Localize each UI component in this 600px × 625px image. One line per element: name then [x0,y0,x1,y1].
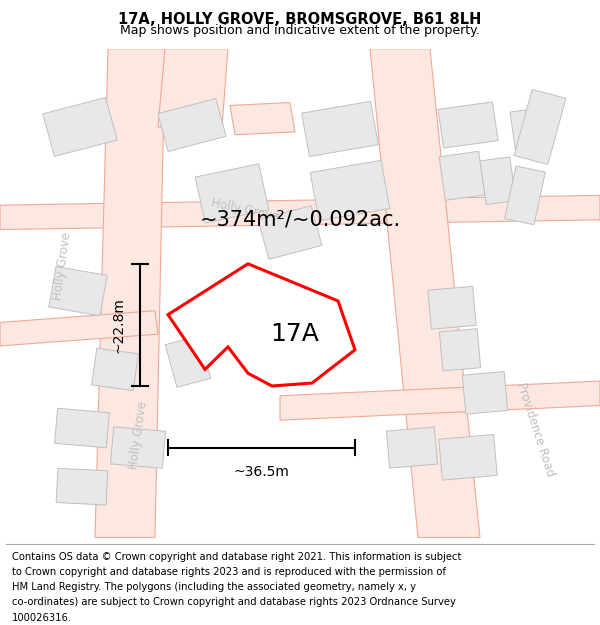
Text: co-ordinates) are subject to Crown copyright and database rights 2023 Ordnance S: co-ordinates) are subject to Crown copyr… [12,598,456,608]
Polygon shape [49,266,107,316]
Polygon shape [310,160,390,221]
Text: Map shows position and indicative extent of the property.: Map shows position and indicative extent… [120,24,480,36]
Polygon shape [92,348,139,391]
Polygon shape [463,372,508,414]
Polygon shape [370,49,480,538]
Polygon shape [55,408,109,447]
Polygon shape [0,311,158,346]
Polygon shape [510,108,546,156]
Text: ~374m²/~0.092ac.: ~374m²/~0.092ac. [199,210,401,230]
Polygon shape [95,49,165,538]
Polygon shape [195,164,269,223]
Polygon shape [439,434,497,480]
Polygon shape [302,101,379,156]
Polygon shape [165,336,211,388]
Polygon shape [386,427,437,468]
Polygon shape [438,102,498,148]
Polygon shape [439,151,485,201]
Text: 17A: 17A [271,322,319,346]
Polygon shape [480,157,516,204]
Text: ~22.8m: ~22.8m [112,297,126,353]
Text: Holly Grove: Holly Grove [210,196,280,224]
Text: Holly Grove: Holly Grove [51,231,73,301]
Polygon shape [505,166,545,225]
Polygon shape [514,89,566,164]
Polygon shape [428,286,476,329]
Polygon shape [43,98,117,156]
Polygon shape [258,206,322,259]
Polygon shape [168,264,355,386]
Polygon shape [230,102,295,135]
Text: ~36.5m: ~36.5m [233,465,289,479]
Polygon shape [280,381,600,420]
Polygon shape [158,49,228,127]
Text: Providence Road: Providence Road [514,381,556,479]
Text: to Crown copyright and database rights 2023 and is reproduced with the permissio: to Crown copyright and database rights 2… [12,567,446,577]
Polygon shape [56,468,108,505]
Text: Contains OS data © Crown copyright and database right 2021. This information is : Contains OS data © Crown copyright and d… [12,551,461,561]
Text: Holly Grove: Holly Grove [127,400,149,470]
Polygon shape [110,427,166,468]
Text: 17A, HOLLY GROVE, BROMSGROVE, B61 8LH: 17A, HOLLY GROVE, BROMSGROVE, B61 8LH [118,12,482,27]
Polygon shape [0,196,600,229]
Polygon shape [158,99,226,151]
Text: HM Land Registry. The polygons (including the associated geometry, namely x, y: HM Land Registry. The polygons (includin… [12,582,416,592]
Polygon shape [439,329,481,371]
Text: 100026316.: 100026316. [12,612,72,622]
